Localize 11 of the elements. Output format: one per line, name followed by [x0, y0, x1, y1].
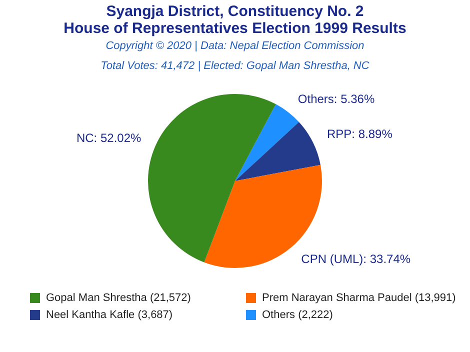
data-label: RPP: 8.89%	[327, 127, 393, 142]
chart-subtitle: Copyright © 2020 | Data: Nepal Election Commission	[104, 40, 366, 52]
data-label: Others: 5.36%	[298, 92, 375, 106]
legend-label: Gopal Man Shrestha (21,572)	[46, 292, 191, 304]
text: Total Votes: 41,472 | Elected: Gopal Man Shrestha, NC	[100, 60, 370, 72]
legend-label: Others (2,222)	[262, 309, 333, 321]
data-label: NC: 52.02%	[76, 130, 142, 145]
data-label: CPN (UML): 33.74%	[301, 252, 411, 266]
legend-label: Neel Kantha Kafle (3,687)	[46, 309, 173, 321]
chart-title: Syangja District, Constituency No. 2 House of Representatives Election 1999 Results	[62, 3, 408, 37]
legend-label: Prem Narayan Sharma Paudel (13,991)	[262, 292, 456, 304]
